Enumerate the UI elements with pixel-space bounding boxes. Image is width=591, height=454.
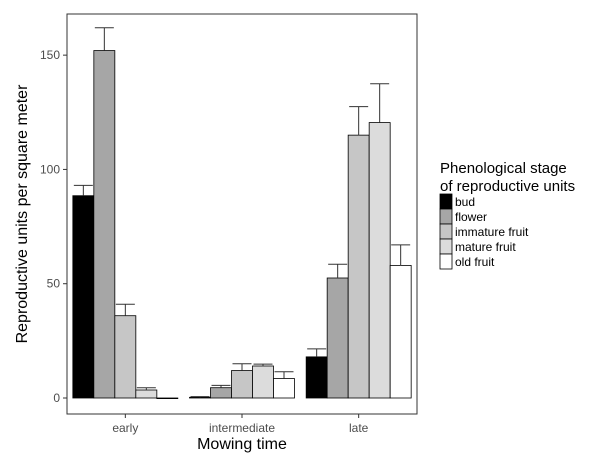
bar-mature-fruit-intermediate — [252, 365, 274, 399]
bar-flower-late — [326, 277, 349, 399]
plot-area — [66, 13, 418, 415]
bar-old-fruit-late — [389, 265, 412, 399]
legend-title-line-1: Phenological stage — [440, 160, 567, 177]
y-tick-label-50: 50 — [47, 277, 61, 291]
bar-bud-early — [72, 195, 95, 399]
legend-swatch-old-fruit — [439, 253, 453, 270]
bar-mature-fruit-early — [135, 389, 158, 399]
bar-immature-fruit-early — [114, 315, 137, 399]
legend-title-line-2: of reproductive units — [440, 178, 575, 195]
y-tick-label-150: 150 — [40, 48, 60, 62]
bar-old-fruit-intermediate — [273, 378, 295, 399]
x-tick-label-early: early — [112, 421, 138, 435]
legend-label-old-fruit: old fruit — [455, 255, 495, 269]
y-tick-label-100: 100 — [40, 162, 60, 176]
bar-mature-fruit-late — [368, 122, 391, 399]
x-tick-label-intermediate: intermediate — [209, 421, 275, 435]
bar-bud-late — [305, 356, 328, 399]
legend-swatch-immature-fruit — [439, 223, 453, 240]
bar-immature-fruit-late — [347, 134, 370, 399]
x-axis-title: Mowing time — [197, 436, 287, 453]
legend-label-mature-fruit: mature fruit — [455, 240, 516, 254]
y-axis-title: Reproductive units per square meter — [14, 84, 31, 343]
legend-label-immature-fruit: immature fruit — [455, 225, 529, 239]
legend-label-bud: bud — [455, 195, 475, 209]
bar-flower-early — [93, 50, 116, 399]
legend-swatch-mature-fruit — [439, 238, 453, 255]
bar-old-fruit-early — [156, 397, 179, 400]
bar-bud-intermediate — [189, 396, 211, 399]
legend-swatch-flower — [439, 208, 453, 225]
bar-flower-intermediate — [210, 387, 232, 399]
legend-swatch-bud — [439, 193, 453, 210]
y-tick-label-0: 0 — [53, 391, 60, 405]
legend-label-flower: flower — [455, 210, 487, 224]
axes: early intermediate late 0 50 100 150 — [40, 48, 369, 435]
x-tick-label-late: late — [349, 421, 369, 435]
bar-immature-fruit-intermediate — [231, 370, 253, 399]
